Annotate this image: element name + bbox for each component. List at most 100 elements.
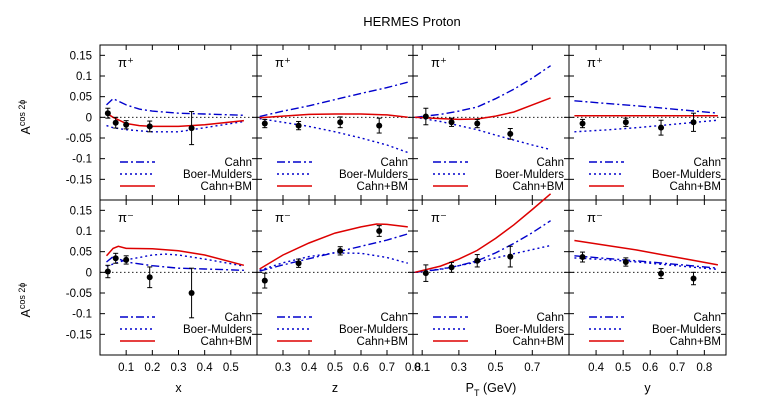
data-point bbox=[507, 130, 514, 137]
x-axis-label-main: P bbox=[466, 381, 474, 395]
data-point bbox=[112, 255, 119, 262]
legend-label: Boer-Mulders bbox=[183, 324, 252, 336]
legend-label: Boer-Mulders bbox=[183, 169, 252, 181]
x-tick-label: 0.2 bbox=[144, 362, 160, 374]
data-point bbox=[146, 123, 153, 130]
legend-label: Cahn+BM bbox=[513, 181, 564, 193]
x-axis-label-y: y bbox=[644, 381, 651, 395]
legend-label: Cahn+BM bbox=[357, 181, 408, 193]
data-point bbox=[123, 256, 130, 263]
x-axis-label-z: z bbox=[332, 381, 338, 395]
legend-label: Cahn bbox=[225, 312, 253, 324]
x-tick-label: 0.6 bbox=[353, 362, 369, 374]
curve-cahn bbox=[414, 220, 551, 273]
legend-label: Cahn bbox=[381, 312, 409, 324]
x-axis-label-main: y bbox=[644, 381, 651, 395]
panel-label: π⁺ bbox=[587, 55, 603, 70]
curve-cahn-plus-bm bbox=[105, 245, 245, 267]
y-tick-label: -0.05 bbox=[66, 133, 92, 145]
legend-label: Cahn bbox=[537, 157, 565, 169]
x-tick-label: 0.1 bbox=[414, 362, 430, 374]
y-tick-label: 0.05 bbox=[70, 247, 92, 259]
data-point bbox=[690, 275, 697, 282]
y-tick-label: -0.1 bbox=[72, 154, 92, 166]
x-tick-label: 0.8 bbox=[696, 362, 712, 374]
y-tick-label: -0.15 bbox=[66, 174, 92, 186]
x-tick-label: 0.3 bbox=[451, 362, 467, 374]
panel-bottom-x: -0.15 -0.1 -0.05 0 0.05 0.1 0.15 0.1 0.2 0.3 0.4 0.… bbox=[66, 199, 258, 374]
data-point bbox=[448, 119, 455, 126]
data-point bbox=[337, 119, 344, 126]
x-tick-label: 0.5 bbox=[327, 362, 343, 374]
panel-frame bbox=[568, 199, 727, 356]
panel-label: π⁻ bbox=[275, 210, 291, 225]
x-tick-label: 0.6 bbox=[642, 362, 658, 374]
data-point bbox=[295, 122, 302, 129]
curve-boer-mulders bbox=[259, 117, 409, 154]
x-tick-label: 0.5 bbox=[223, 362, 239, 374]
x-axis-label-unit: (GeV) bbox=[480, 381, 517, 395]
legend-label: Cahn bbox=[381, 157, 409, 169]
data-point bbox=[474, 257, 481, 264]
legend-label: Cahn bbox=[537, 312, 565, 324]
x-axis-label-main: x bbox=[175, 381, 182, 395]
data-point bbox=[690, 119, 697, 126]
data-point bbox=[376, 228, 383, 234]
panel-label: π⁻ bbox=[431, 210, 447, 225]
data-point bbox=[658, 124, 665, 131]
y-tick-label: 0.05 bbox=[70, 92, 92, 104]
x-tick-label: 0.4 bbox=[588, 362, 605, 374]
x-tick-label: 0.3 bbox=[275, 362, 291, 374]
x-tick-label: 0.4 bbox=[197, 362, 214, 374]
y-tick-label: 0.15 bbox=[70, 205, 92, 217]
panel-label: π⁺ bbox=[431, 55, 447, 70]
data-point bbox=[188, 125, 195, 132]
curve-boer-mulders bbox=[414, 116, 551, 151]
curve-cahn-plus-bm bbox=[259, 223, 408, 270]
legend-label: Cahn+BM bbox=[670, 181, 721, 193]
data-point bbox=[188, 290, 195, 296]
data-point bbox=[622, 119, 629, 126]
legend-label: Cahn+BM bbox=[201, 336, 252, 348]
y-axis-label-main: A bbox=[19, 308, 33, 317]
data-point bbox=[622, 259, 629, 265]
panel-bottom-z: 0.3 0.4 0.5 0.6 0.7 0.8 π⁻ CahnBoer-MuldersCahn… bbox=[256, 199, 421, 374]
legend-label: Cahn bbox=[694, 312, 722, 324]
x-tick-label: 0.1 bbox=[118, 362, 134, 374]
x-axis-label-p: PT (GeV) bbox=[466, 381, 517, 398]
y-axis-label-sup: cos 2ϕ bbox=[17, 283, 27, 310]
y-tick-label: 0.1 bbox=[76, 226, 92, 238]
data-point bbox=[261, 277, 268, 284]
curve-cahn-plus-bm bbox=[259, 113, 408, 119]
svg-text:Acos 2ϕ: Acos 2ϕ bbox=[17, 100, 33, 135]
curve-cahn bbox=[106, 255, 244, 271]
curve-cahn bbox=[259, 81, 408, 118]
x-axis-label-main: z bbox=[332, 381, 338, 395]
y-axis-label-bottom: Acos 2ϕ bbox=[17, 283, 33, 318]
panel-label: π⁻ bbox=[118, 210, 134, 225]
x-axis-label-sub: T bbox=[474, 388, 480, 398]
legend-label: Boer-Mulders bbox=[339, 169, 408, 181]
data-point bbox=[422, 113, 429, 120]
panel-label: π⁻ bbox=[587, 210, 603, 225]
legend-label: Boer-Mulders bbox=[652, 324, 721, 336]
panel-top-x: -0.15 -0.1 -0.05 0 0.05 0.1 0.15 π⁺ CahnBoer-Mul… bbox=[66, 44, 258, 201]
curve-boer-mulders bbox=[106, 120, 245, 133]
legend-label: Cahn bbox=[225, 157, 253, 169]
data-point bbox=[507, 253, 514, 260]
data-point bbox=[104, 110, 111, 117]
data-point bbox=[579, 120, 586, 127]
y-tick-label: 0 bbox=[86, 112, 92, 124]
curve-cahn-plus-bm bbox=[574, 239, 719, 266]
x-axis-label-x: x bbox=[175, 381, 182, 395]
data-point bbox=[146, 274, 153, 281]
x-tick-label: 0.7 bbox=[524, 362, 540, 374]
curve-cahn bbox=[259, 233, 408, 272]
legend-label: Cahn+BM bbox=[513, 336, 564, 348]
data-point bbox=[579, 254, 586, 261]
